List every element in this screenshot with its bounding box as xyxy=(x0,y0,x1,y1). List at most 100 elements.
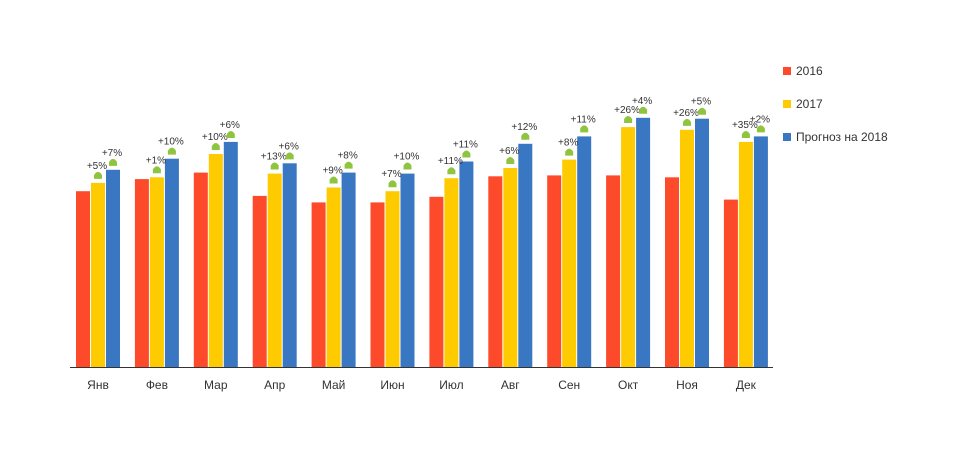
green-up-arrow-icon xyxy=(344,161,353,169)
bar-2016-9 xyxy=(606,175,621,367)
green-up-arrow-icon xyxy=(109,158,117,166)
green-up-arrow-icon xyxy=(270,162,279,170)
bar-прогноз-на-2018-4 xyxy=(341,172,356,367)
bar-2017-8 xyxy=(562,159,577,367)
bar-2017-10 xyxy=(680,129,694,367)
growth-label-2017-3: +13% xyxy=(261,152,287,163)
green-up-arrow-icon xyxy=(698,107,706,115)
legend-label: 2016 xyxy=(796,64,823,78)
x-tick-label: Мар xyxy=(204,378,228,392)
growth-label-2017-8: +8% xyxy=(558,138,578,149)
bar-прогноз-на-2018-8 xyxy=(577,136,592,367)
bar-прогноз-на-2018-7 xyxy=(518,143,533,367)
bar-2017-4 xyxy=(326,187,341,367)
x-tick-labels: Янв Фев Мар Апр Май Июн Июл Авг Сен Окт Ноя Дек xyxy=(87,378,757,392)
legend: 2016 2017 Прогноз на 2018 xyxy=(783,64,888,144)
bar-прогноз-на-2018-0 xyxy=(106,169,120,367)
x-tick-label: Авг xyxy=(501,378,520,392)
growth-label-2018-3: +6% xyxy=(279,141,299,152)
x-tick-label: Фев xyxy=(146,378,168,392)
bar-2016-1 xyxy=(134,179,149,367)
growth-label-2018-10: +5% xyxy=(691,97,711,108)
bar-2016-6 xyxy=(429,196,444,367)
green-up-arrow-icon xyxy=(329,176,338,184)
growth-label-2018-4: +8% xyxy=(337,151,357,162)
bar-прогноз-на-2018-2 xyxy=(223,141,238,367)
bar-2017-11 xyxy=(738,141,753,367)
bar-2016-2 xyxy=(193,172,208,367)
bar-2017-1 xyxy=(149,177,164,367)
green-up-arrow-icon xyxy=(226,130,235,138)
bar-2016-7 xyxy=(488,176,503,367)
growth-label-2017-10: +26% xyxy=(673,108,699,119)
growth-label-2018-2: +6% xyxy=(220,120,240,131)
growth-label-2018-6: +11% xyxy=(453,140,478,151)
x-tick-label: Май xyxy=(322,378,346,392)
x-tick-label: Апр xyxy=(264,378,286,392)
growth-label-2018-1: +10% xyxy=(158,137,184,148)
x-tick-label: Дек xyxy=(736,378,757,392)
bar-прогноз-на-2018-3 xyxy=(282,163,297,367)
green-up-arrow-icon xyxy=(152,166,161,174)
growth-label-2018-0: +7% xyxy=(102,148,122,159)
bar-прогноз-на-2018-5 xyxy=(400,173,415,367)
x-tick-label: Окт xyxy=(618,378,639,392)
growth-label-2017-7: +6% xyxy=(499,146,519,157)
bar-2017-5 xyxy=(385,191,400,367)
green-up-arrow-icon xyxy=(506,156,515,164)
green-up-arrow-icon xyxy=(285,152,294,160)
bar-2017-9 xyxy=(621,127,636,367)
bar-2017-6 xyxy=(444,178,459,367)
green-up-arrow-icon xyxy=(167,147,176,155)
growth-label-2018-7: +12% xyxy=(511,122,537,133)
bar-2016-8 xyxy=(547,175,562,367)
growth-label-2018-9: +4% xyxy=(632,96,652,107)
green-up-arrow-icon xyxy=(683,118,691,126)
growth-label-2017-9: +26% xyxy=(614,105,640,116)
green-up-arrow-icon xyxy=(756,125,765,133)
bar-2016-4 xyxy=(311,202,326,367)
growth-label-2017-5: +7% xyxy=(381,169,401,180)
x-tick-label: Ноя xyxy=(676,378,698,392)
legend-swatch xyxy=(783,67,791,75)
bar-прогноз-на-2018-10 xyxy=(695,118,709,367)
green-up-arrow-icon xyxy=(94,171,102,179)
bar-2016-5 xyxy=(370,202,385,367)
growth-label-2017-11: +35% xyxy=(732,120,758,131)
bar-прогноз-на-2018-1 xyxy=(164,158,179,367)
legend-swatch xyxy=(783,100,791,108)
bar-2016-3 xyxy=(252,195,267,367)
growth-label-2018-11: +2% xyxy=(750,114,770,125)
bar-2016-0 xyxy=(76,191,90,367)
green-up-arrow-icon xyxy=(462,150,471,158)
bar-2017-7 xyxy=(503,168,518,367)
bar-2016-10 xyxy=(665,177,679,367)
green-up-arrow-icon xyxy=(639,106,648,114)
bar-прогноз-на-2018-11 xyxy=(753,136,768,367)
growth-label-2017-1: +1% xyxy=(146,155,166,166)
bar-прогноз-на-2018-9 xyxy=(636,117,651,367)
x-tick-label: Июл xyxy=(439,378,463,392)
green-up-arrow-icon xyxy=(580,125,589,133)
growth-label-2018-5: +10% xyxy=(394,152,420,163)
x-tick-label: Сен xyxy=(558,378,580,392)
bar-2017-0 xyxy=(91,182,105,367)
legend-swatch xyxy=(783,133,791,141)
legend-label: Прогноз на 2018 xyxy=(796,130,888,144)
growth-label-2017-2: +10% xyxy=(202,132,228,143)
green-up-arrow-icon xyxy=(388,180,397,188)
bar-2016-11 xyxy=(723,199,738,367)
growth-label-2018-8: +11% xyxy=(571,114,596,125)
bar-прогноз-на-2018-6 xyxy=(459,161,474,367)
growth-label-2017-4: +9% xyxy=(322,166,342,177)
green-up-arrow-icon xyxy=(624,116,633,124)
green-up-arrow-icon xyxy=(741,130,750,138)
green-up-arrow-icon xyxy=(565,148,574,156)
bar-2017-3 xyxy=(267,173,282,367)
growth-label-2017-0: +5% xyxy=(87,161,107,172)
green-up-arrow-icon xyxy=(211,143,220,151)
green-up-arrow-icon xyxy=(521,132,530,140)
bars-group xyxy=(76,117,768,367)
x-tick-label: Янв xyxy=(87,378,109,392)
